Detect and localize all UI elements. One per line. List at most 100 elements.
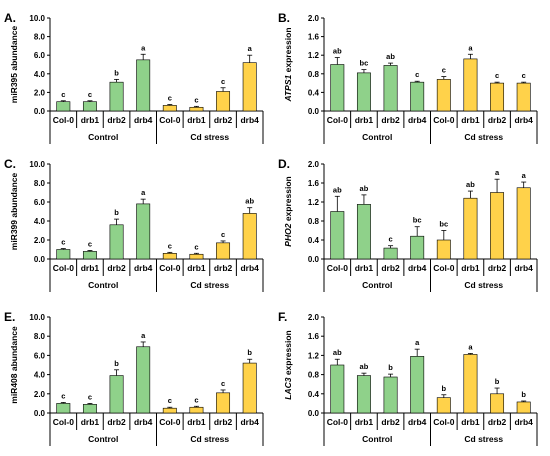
category-label: drb2 bbox=[214, 115, 233, 125]
significance-label: a bbox=[495, 168, 500, 177]
significance-label: c bbox=[221, 77, 225, 86]
y-tick-label: 1.6 bbox=[308, 332, 320, 341]
category-label: drb4 bbox=[134, 263, 153, 273]
category-label: drb1 bbox=[187, 115, 206, 125]
category-label: drb1 bbox=[461, 115, 480, 125]
y-tick-label: 8.0 bbox=[34, 332, 46, 341]
y-tick-label: 0.0 bbox=[34, 255, 46, 264]
bar bbox=[383, 376, 398, 414]
significance-label: a bbox=[415, 338, 420, 347]
chart-panel-2: B. ATPS1 expression 0.0 0.4 0.8 1.2 1.6 2.0 ab Co… bbox=[278, 11, 538, 144]
y-tick-label: 4.0 bbox=[34, 70, 46, 79]
bar bbox=[82, 404, 97, 414]
y-tick-label: 0.8 bbox=[308, 371, 320, 380]
y-tick-label: 1.2 bbox=[308, 198, 320, 207]
category-label: Col-0 bbox=[433, 263, 455, 273]
bar bbox=[410, 235, 425, 260]
category-label: drb4 bbox=[514, 263, 533, 273]
group-label: Cd stress bbox=[190, 280, 229, 290]
bar bbox=[56, 403, 71, 414]
bar bbox=[82, 101, 97, 112]
significance-label: c bbox=[221, 230, 225, 239]
bar bbox=[436, 79, 451, 112]
bar bbox=[463, 197, 478, 260]
bar bbox=[436, 239, 451, 260]
y-tick-label: 6.0 bbox=[34, 198, 46, 207]
significance-label: c bbox=[61, 238, 65, 247]
bar bbox=[189, 253, 204, 260]
group-label: Control bbox=[88, 434, 118, 444]
significance-label: b bbox=[114, 208, 119, 217]
significance-label: b bbox=[114, 68, 119, 77]
significance-label: c bbox=[168, 396, 172, 405]
bar bbox=[330, 211, 345, 260]
category-label: Col-0 bbox=[159, 263, 181, 273]
y-tick-label: 10.0 bbox=[29, 14, 45, 23]
chart-panel-5: E. miR408 abundance 0.0 2.0 4.0 6.0 8.0 10.0 c Co… bbox=[4, 310, 264, 446]
y-tick-label: 6.0 bbox=[34, 351, 46, 360]
category-label: drb4 bbox=[240, 417, 259, 427]
bar bbox=[162, 253, 177, 260]
group-label: Control bbox=[88, 280, 118, 290]
category-label: drb4 bbox=[408, 263, 427, 273]
category-label: drb2 bbox=[107, 417, 126, 427]
significance-label: ab bbox=[386, 52, 395, 61]
y-tick-label: 0.0 bbox=[308, 255, 320, 264]
category-label: Col-0 bbox=[53, 115, 75, 125]
bar bbox=[189, 406, 204, 414]
significance-label: bc bbox=[413, 216, 422, 225]
group-label: Cd stress bbox=[190, 434, 229, 444]
bar bbox=[463, 354, 478, 414]
bar bbox=[383, 65, 398, 112]
bar bbox=[490, 393, 505, 414]
significance-label: c bbox=[168, 93, 172, 102]
bar bbox=[356, 204, 371, 260]
bar bbox=[109, 224, 124, 260]
y-tick-label: 0.0 bbox=[34, 107, 46, 116]
significance-label: ab bbox=[360, 362, 369, 371]
bar bbox=[356, 375, 371, 414]
category-label: drb1 bbox=[81, 417, 100, 427]
significance-label: c bbox=[194, 242, 198, 251]
chart-panel-3: C.miR399 abundance 0.0 2.0 4.0 6.0 8.0 10.0 c Co… bbox=[4, 157, 264, 292]
category-label: Col-0 bbox=[159, 417, 181, 427]
category-label: drb2 bbox=[488, 115, 507, 125]
significance-label: c bbox=[522, 71, 526, 80]
y-axis-title: miR408 abundance bbox=[9, 326, 19, 404]
category-label: drb4 bbox=[240, 263, 259, 273]
y-tick-label: 2.0 bbox=[34, 236, 46, 245]
panel-label: E. bbox=[4, 310, 15, 324]
category-label: drb1 bbox=[187, 417, 206, 427]
panel-label: F. bbox=[278, 310, 287, 324]
group-label: Cd stress bbox=[464, 132, 503, 142]
y-tick-label: 0.4 bbox=[308, 390, 320, 399]
bar bbox=[410, 81, 425, 112]
bar bbox=[516, 401, 531, 414]
y-axis-title: LAC3 expression bbox=[283, 330, 293, 399]
significance-label: b bbox=[442, 384, 447, 393]
category-label: drb2 bbox=[107, 115, 126, 125]
group-label: Control bbox=[362, 434, 392, 444]
significance-label: c bbox=[442, 66, 446, 75]
y-tick-label: 2.0 bbox=[34, 390, 46, 399]
bar bbox=[109, 81, 124, 112]
y-tick-label: 1.2 bbox=[308, 351, 320, 360]
significance-label: bc bbox=[439, 220, 448, 229]
category-label: drb2 bbox=[214, 417, 233, 427]
category-label: drb4 bbox=[408, 417, 427, 427]
significance-label: b bbox=[388, 363, 393, 372]
category-label: drb4 bbox=[134, 115, 153, 125]
significance-label: c bbox=[194, 95, 198, 104]
chart-panel-4: D. PHO2 expression 0.0 0.4 0.8 1.2 1.6 2.0 ab Col… bbox=[278, 157, 538, 292]
y-tick-label: 0.8 bbox=[308, 217, 320, 226]
y-tick-label: 8.0 bbox=[34, 179, 46, 188]
bar bbox=[242, 362, 257, 414]
bar bbox=[463, 58, 478, 112]
bar bbox=[436, 397, 451, 414]
category-label: drb1 bbox=[187, 263, 206, 273]
group-label: Control bbox=[362, 132, 392, 142]
significance-label: c bbox=[61, 391, 65, 400]
y-tick-label: 0.0 bbox=[308, 107, 320, 116]
category-label: drb1 bbox=[355, 417, 374, 427]
significance-label: c bbox=[194, 395, 198, 404]
